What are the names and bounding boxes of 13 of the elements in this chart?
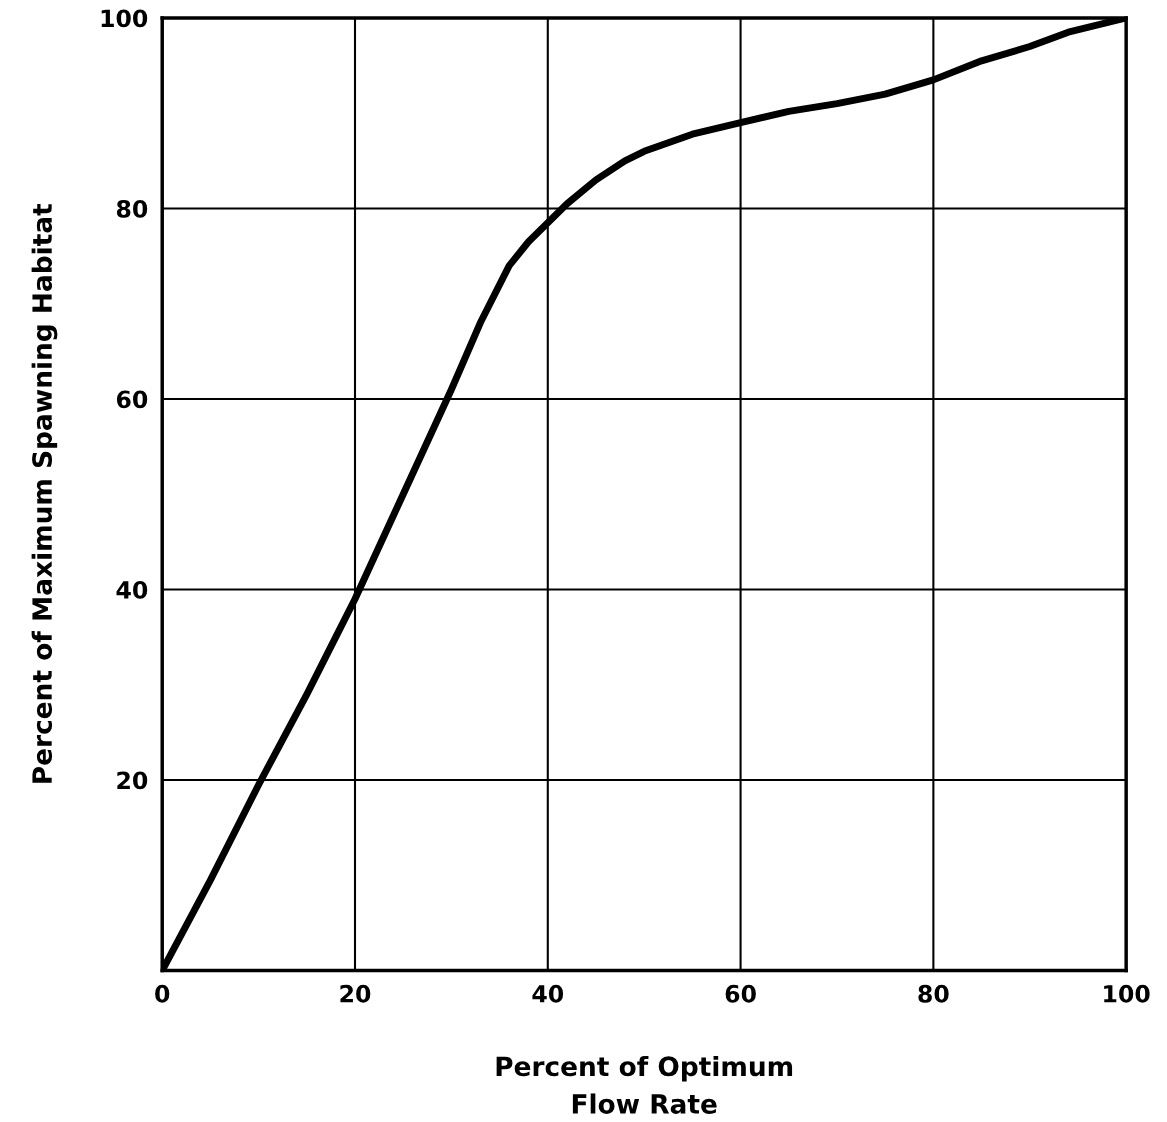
x-tick-label: 0 <box>155 984 170 1003</box>
x-tick-label: 80 <box>918 984 949 1003</box>
x-tick-label: 20 <box>340 984 371 1003</box>
y-tick-label: 100 <box>101 9 148 28</box>
y-tick-label: 40 <box>116 580 148 599</box>
x-tick-label: 60 <box>725 984 756 1003</box>
x-axis-title: Percent of Optimum Flow Rate <box>496 1055 793 1114</box>
y-tick-label: 60 <box>116 390 148 409</box>
y-tick-label: 80 <box>116 199 148 218</box>
y-axis-title: Percent of Maximum Spawning Habitat <box>31 203 58 783</box>
x-tick-label: 100 <box>1104 984 1150 1003</box>
y-tick-label: 20 <box>117 771 148 790</box>
x-tick-label: 40 <box>532 984 564 1003</box>
